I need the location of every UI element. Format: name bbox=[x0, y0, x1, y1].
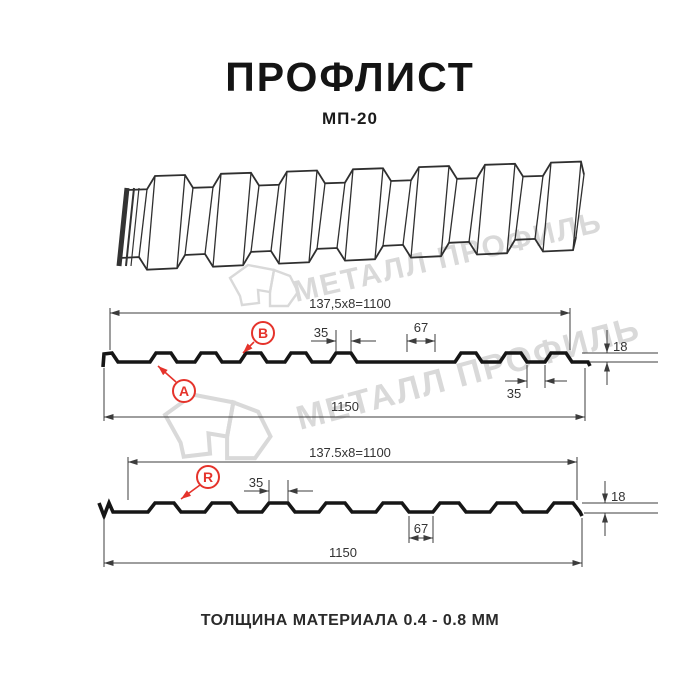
sheet-3d-rib-line bbox=[402, 180, 412, 246]
sheet-3d-rib-line bbox=[270, 184, 280, 252]
sheet-3d-rib-line bbox=[138, 189, 148, 258]
watermark-logo-bottom bbox=[162, 392, 273, 461]
sheet-3d-edge bbox=[126, 160, 585, 191]
p2-dim-35: 35 bbox=[249, 475, 263, 490]
profile-section-ab: 137,5x8=1100 35 67 bbox=[101, 296, 658, 421]
label-b: B bbox=[258, 325, 268, 341]
p2-dim-67: 67 bbox=[414, 521, 428, 536]
label-a: A bbox=[179, 383, 189, 399]
thickness-note: ТОЛЩИНА МАТЕРИАЛА 0.4 - 0.8 ММ bbox=[200, 612, 500, 629]
sheet-3d-rib-line bbox=[440, 165, 450, 257]
sheet-3d-rib-line bbox=[534, 175, 544, 239]
sheet-3d-rib-line bbox=[336, 182, 346, 249]
profile-ab-outline bbox=[101, 351, 592, 368]
sheet-3d-cut-edge bbox=[130, 187, 140, 267]
callout-b: B bbox=[242, 321, 275, 354]
sheet-3d-rib-line bbox=[278, 171, 288, 264]
p1-dim-35-top: 35 bbox=[314, 325, 328, 340]
p1-dim-18: 18 bbox=[613, 339, 627, 354]
label-r: R bbox=[203, 469, 213, 485]
p2-dim-18: 18 bbox=[611, 489, 625, 504]
sheet-3d-rib-line bbox=[176, 174, 186, 269]
sheet-3d-view bbox=[116, 160, 585, 271]
p1-dim-67: 67 bbox=[414, 320, 428, 335]
sheet-3d-rib-line bbox=[476, 164, 486, 255]
watermark-brand-text-top: МЕТАЛЛ ПРОФИЛЬ bbox=[290, 206, 606, 309]
profile-r-outline bbox=[97, 498, 584, 522]
sheet-3d-rib-line bbox=[410, 167, 420, 258]
sheet-3d-rib-line bbox=[242, 172, 252, 266]
sheet-3d-rib-line bbox=[250, 185, 260, 253]
sheet-3d-rib-line bbox=[146, 175, 156, 270]
sheet-3d-rib-line bbox=[514, 176, 524, 240]
sheet-3d-rib-line bbox=[572, 161, 582, 251]
sheet-3d-rib-line bbox=[448, 178, 458, 243]
callout-r: R bbox=[180, 465, 220, 500]
p1-dim-1100: 137,5x8=1100 bbox=[309, 296, 391, 311]
sheet-3d-rib-line bbox=[542, 162, 552, 252]
sheet-3d-rib-line bbox=[184, 187, 194, 256]
sheet-3d-rib-line bbox=[382, 180, 392, 246]
sheet-3d-rib-line bbox=[374, 168, 384, 260]
watermark-brand-text-bottom: МЕТАЛЛ ПРОФИЛЬ bbox=[292, 309, 644, 437]
watermark-logo-top bbox=[228, 263, 300, 308]
header: ПРОФЛИСТ МП-20 bbox=[0, 54, 700, 129]
sheet-3d-rib-line bbox=[316, 183, 326, 249]
p2-dim-1150: 1150 bbox=[329, 545, 357, 560]
sheet-3d-cut-edge bbox=[125, 187, 135, 267]
profile-section-r: 137.5x8=1100 35 18 bbox=[97, 445, 658, 567]
p1-dim-1150: 1150 bbox=[331, 399, 359, 414]
sheet-3d-rib-line bbox=[308, 170, 318, 263]
callout-a: A bbox=[157, 365, 196, 403]
sheet-3d-rib-line bbox=[212, 173, 222, 267]
sheet-3d-rib-line bbox=[468, 178, 478, 242]
page-title: ПРОФЛИСТ bbox=[225, 54, 475, 100]
profile-model-label: МП-20 bbox=[322, 109, 378, 128]
sheet-3d-rib-line bbox=[204, 186, 214, 255]
sheet-3d-cut-edge bbox=[116, 187, 130, 267]
sheet-3d-rib-line bbox=[506, 163, 516, 254]
p1-dim-35-bottom: 35 bbox=[507, 386, 521, 401]
sheet-3d-rib-line bbox=[575, 174, 585, 238]
p2-dim-1100: 137.5x8=1100 bbox=[309, 445, 391, 460]
sheet-3d-rib-line bbox=[344, 169, 354, 261]
